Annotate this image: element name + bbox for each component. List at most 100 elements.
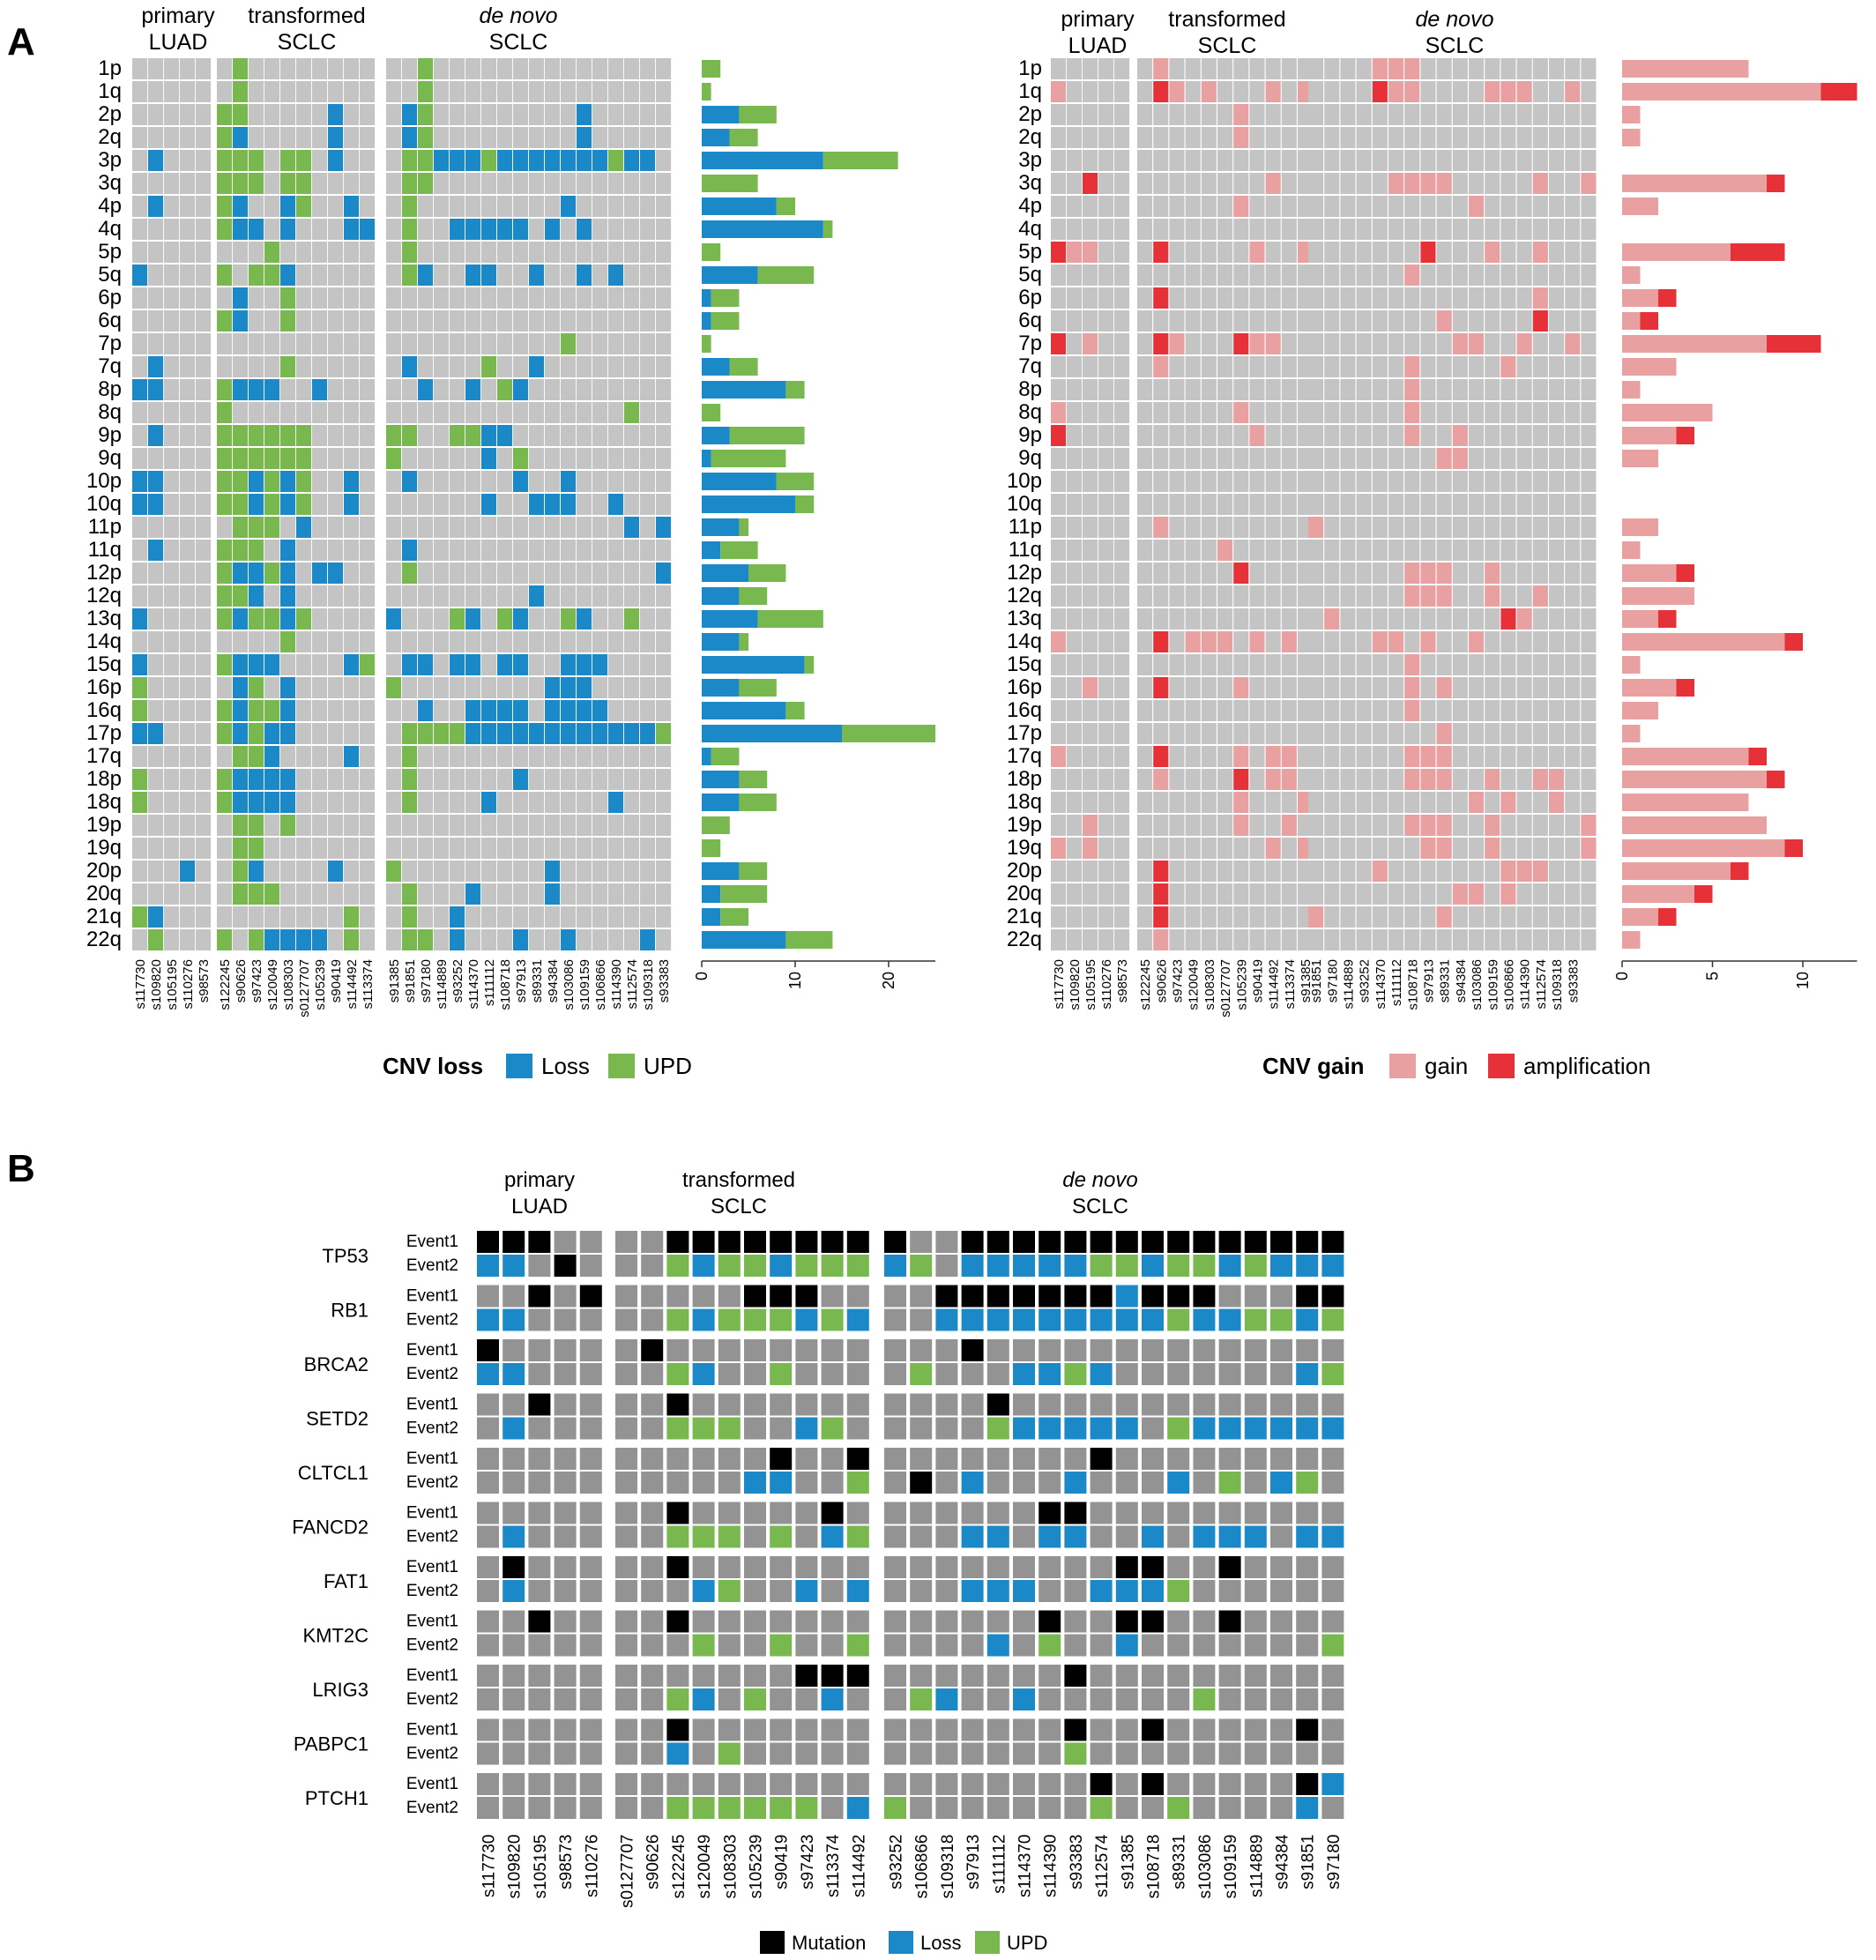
cnv-loss-cell (280, 838, 296, 859)
cnv-loss-cell (434, 838, 450, 859)
cnv-gain-cell (1265, 287, 1281, 309)
cnv-gain-cell (1201, 471, 1217, 492)
cnv-gain-cell (1356, 242, 1372, 263)
mutation-event-cell (744, 1231, 766, 1253)
mutation-event-cell (821, 1797, 844, 1819)
cnv-loss-cell (624, 861, 640, 882)
cnv-loss-cell (360, 150, 376, 171)
cnv-loss-cell (624, 540, 640, 561)
cnv-loss-cell (656, 861, 672, 882)
cnv-loss-cell (561, 287, 577, 309)
cnv-loss-cell (577, 242, 592, 263)
cnv-loss-cell (280, 769, 296, 790)
cnv-gain-cell (1067, 104, 1083, 125)
cnv-gain-cell (1516, 196, 1532, 217)
cnv-loss-cell (434, 104, 450, 125)
mutation-event-cell (528, 1742, 551, 1765)
mutation-event-cell (821, 1231, 844, 1253)
cnv-loss-cell (656, 310, 672, 332)
cnv-loss-cell (465, 563, 481, 584)
gain-bar (1622, 587, 1694, 605)
loss-bar (702, 702, 786, 719)
cnv-loss-cell (132, 310, 148, 332)
cnv-gain-cell (1067, 815, 1083, 836)
mutation-event-cell (1244, 1773, 1267, 1795)
cnv-loss-cell (360, 494, 376, 515)
mutation-event-cell (1090, 1580, 1113, 1602)
cnv-loss-cell (481, 173, 497, 194)
cnv-gain-cell (1233, 700, 1249, 721)
cnv-loss-cell (328, 425, 344, 446)
cnv-gain-cell (1265, 654, 1281, 675)
sample-label: s91851 (403, 959, 418, 1002)
cnv-gain-cell (1281, 929, 1297, 950)
cnv-loss-cell (497, 425, 513, 446)
loss-bar (702, 220, 823, 238)
cnv-gain-cell (1265, 677, 1281, 698)
mutation-event-cell (579, 1580, 602, 1602)
cnv-gain-cell (1372, 242, 1388, 263)
cnv-loss-cell (545, 448, 561, 469)
cnv-gain-cell (1233, 563, 1249, 584)
cnv-loss-cell (450, 402, 465, 423)
gain-bar (1622, 656, 1641, 674)
mutation-event-cell (986, 1580, 1009, 1602)
cnv-gain-cell (1532, 219, 1548, 240)
mutation-event-cell (1167, 1742, 1190, 1765)
sample-label: s109159 (1222, 1835, 1240, 1899)
cnv-gain-cell (1233, 585, 1249, 607)
cnv-loss-cell (450, 906, 465, 928)
cnv-loss-cell (465, 517, 481, 538)
cnv-gain-cell (1565, 448, 1581, 469)
cnv-gain-cell (1169, 219, 1185, 240)
cnv-loss-cell (196, 608, 212, 630)
cnv-loss-cell (217, 815, 233, 836)
cnv-loss-cell (264, 150, 280, 171)
cnv-gain-cell (1265, 104, 1281, 125)
mutation-event-cell (1167, 1255, 1190, 1277)
loss-bar (702, 748, 711, 765)
cnv-gain-cell (1185, 677, 1201, 698)
mutation-event-cell (692, 1393, 715, 1416)
cnv-loss-cell (386, 700, 402, 721)
cnv-gain-cell (1051, 929, 1067, 950)
cnv-gain-cell (1185, 906, 1201, 928)
cnv-gain-cell (1324, 540, 1340, 561)
cnv-loss-cell (656, 815, 672, 836)
cnv-loss-cell (132, 402, 148, 423)
mutation-event-cell (641, 1742, 664, 1765)
mutation-event-cell (692, 1580, 715, 1602)
cnv-loss-cell (465, 540, 481, 561)
cnv-loss-cell (148, 150, 164, 171)
cnv-gain-cell (1185, 585, 1201, 607)
mutation-event-cell (692, 1308, 715, 1331)
cnv-gain-cell (1324, 196, 1340, 217)
cnv-loss-cell (465, 173, 481, 194)
sample-label: s110276 (181, 959, 196, 1009)
cnv-gain-cell (1137, 723, 1153, 744)
cnv-gain-cell (1098, 540, 1114, 561)
cnv-loss-cell (545, 723, 561, 744)
cnv-loss-cell (450, 746, 465, 767)
mutation-event-cell (1296, 1718, 1319, 1741)
cnv-loss-cell (418, 265, 434, 286)
cnv-gain-cell (1404, 861, 1420, 882)
cnv-gain-cell (1516, 631, 1532, 652)
cnv-gain-cell (1265, 265, 1281, 286)
cnv-loss-cell (608, 631, 624, 652)
cnv-loss-cell (418, 219, 434, 240)
cnv-loss-cell (577, 838, 592, 859)
cnv-gain-cell (1452, 356, 1468, 377)
cnv-loss-cell (233, 448, 249, 469)
cnv-loss-cell (529, 287, 545, 309)
mutation-event-cell (1193, 1502, 1216, 1524)
cnv-gain-cell (1436, 929, 1452, 950)
cnv-loss-cell (656, 173, 672, 194)
mutation-event-cell (579, 1665, 602, 1687)
cnv-gain-cell (1249, 746, 1265, 767)
mutation-event-cell (1167, 1525, 1190, 1548)
cnv-loss-cell (164, 838, 180, 859)
cnv-loss-cell (386, 379, 402, 400)
cnv-gain-cell (1153, 379, 1169, 400)
cnv-gain-cell (1452, 379, 1468, 400)
